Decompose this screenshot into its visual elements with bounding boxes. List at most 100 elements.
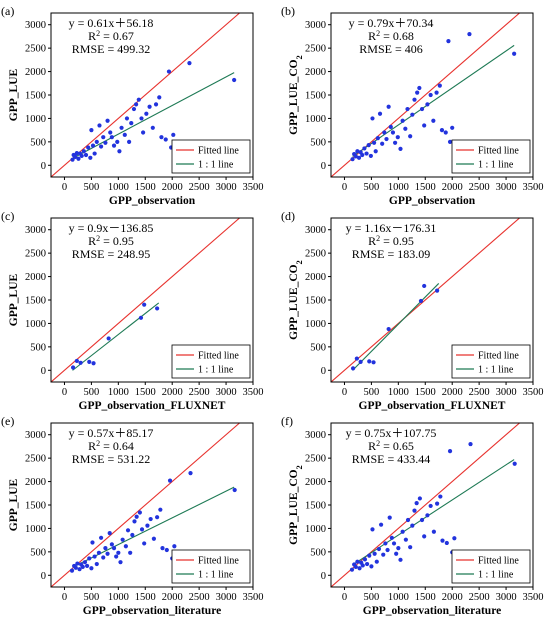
legend-box [451, 344, 531, 379]
data-point [437, 83, 442, 88]
data-point [412, 508, 417, 513]
data-point [74, 151, 79, 156]
data-point [425, 102, 430, 107]
y-tick-label: 1500 [305, 91, 326, 102]
y-tick-label: 1000 [305, 524, 326, 535]
data-point [134, 514, 139, 519]
data-point [378, 522, 384, 527]
x-tick-label: 1500 [415, 182, 436, 193]
data-point [419, 106, 425, 112]
chart-panel: (b) 0 500 1000 1500 2000 2500 3000 3500 0 500 1000 1… [281, 4, 544, 207]
y-tick-label: 500 [310, 342, 326, 353]
x-tick-label: 500 [364, 182, 380, 193]
r2-text: R2 = 0.95 [88, 234, 134, 249]
data-point [172, 544, 177, 549]
y-tick-label: 2500 [305, 249, 326, 260]
data-point [109, 542, 114, 547]
data-point [364, 561, 370, 567]
x-tick-label: 0 [62, 387, 67, 398]
data-point [84, 563, 90, 569]
legend-label-one-to-one: 1 : 1 line [478, 160, 514, 171]
data-point [360, 563, 365, 568]
x-tick-label: 500 [84, 592, 100, 603]
equation-text: y = 0.79x＋70.34 [349, 16, 434, 30]
data-point [394, 551, 399, 556]
data-point [468, 441, 473, 447]
x-tick-label: 1000 [108, 387, 129, 398]
data-point [92, 554, 97, 559]
data-point [428, 503, 433, 509]
x-tick-label: 1500 [135, 182, 156, 193]
x-tick-label: 3500 [243, 182, 264, 193]
x-tick-label: 3500 [523, 387, 544, 398]
data-point [79, 153, 84, 159]
data-point [428, 92, 433, 98]
data-point [111, 143, 117, 148]
data-point [138, 315, 144, 320]
x-tick-label: 0 [342, 592, 347, 603]
data-point [452, 536, 457, 541]
data-point [350, 366, 356, 371]
data-point [362, 146, 367, 151]
x-tick-label: 0 [342, 387, 347, 398]
y-axis-label: GPP_LUE_CO2 [288, 260, 304, 340]
rmse-text: RMSE = 406 [359, 42, 422, 56]
y-axis-label: GPP_LUE [8, 68, 20, 121]
y-tick-label: 500 [30, 342, 46, 353]
data-point [98, 144, 104, 149]
data-point [83, 152, 89, 158]
data-point [353, 564, 358, 569]
data-point [114, 554, 119, 559]
x-tick-label: 500 [84, 387, 100, 398]
data-point [90, 540, 95, 545]
data-point [159, 135, 164, 140]
y-tick-label: 500 [30, 137, 46, 148]
data-point [366, 143, 371, 148]
x-tick-label: 0 [62, 592, 67, 603]
panel-letter: (e) [1, 414, 14, 428]
data-point [376, 546, 382, 552]
data-point [141, 130, 146, 135]
y-tick-label: 1000 [305, 114, 326, 125]
data-point [107, 531, 112, 536]
data-point [368, 153, 373, 159]
data-point [155, 515, 160, 520]
data-point [124, 116, 130, 121]
x-axis-label: GPP_observation [109, 195, 196, 207]
fitted-line [352, 459, 515, 566]
y-axis-label: GPP_LUE_CO2 [288, 465, 304, 545]
legend: Fitted line 1 : 1 line [451, 549, 531, 584]
data-point [232, 77, 237, 83]
data-point [435, 501, 440, 506]
legend-box [451, 139, 531, 174]
data-point [101, 555, 106, 560]
data-point [89, 128, 94, 133]
legend: Fitted line 1 : 1 line [171, 139, 251, 174]
legend-label-one-to-one: 1 : 1 line [478, 365, 514, 376]
y-tick-label: 1000 [25, 319, 46, 330]
y-tick-label: 0 [321, 161, 326, 172]
data-point [439, 128, 445, 133]
data-point [127, 139, 132, 144]
data-point [370, 527, 375, 532]
data-point [77, 567, 82, 572]
x-tick-label: 2500 [189, 592, 210, 603]
x-tick-label: 0 [62, 182, 67, 193]
data-point [103, 140, 108, 145]
data-point [370, 116, 375, 121]
y-tick-label: 1000 [25, 524, 46, 535]
data-point [70, 365, 76, 370]
data-point [109, 135, 114, 140]
data-point [405, 106, 410, 112]
data-point [139, 116, 144, 121]
data-point [69, 568, 75, 573]
fitted-line [352, 283, 440, 371]
data-point [81, 149, 86, 154]
x-tick-label: 3500 [523, 182, 544, 193]
y-tick-label: 2500 [25, 249, 46, 260]
data-point [70, 157, 75, 162]
data-point [435, 288, 440, 293]
y-tick-label: 2000 [25, 67, 46, 78]
data-point [120, 537, 125, 542]
data-point [163, 137, 168, 142]
